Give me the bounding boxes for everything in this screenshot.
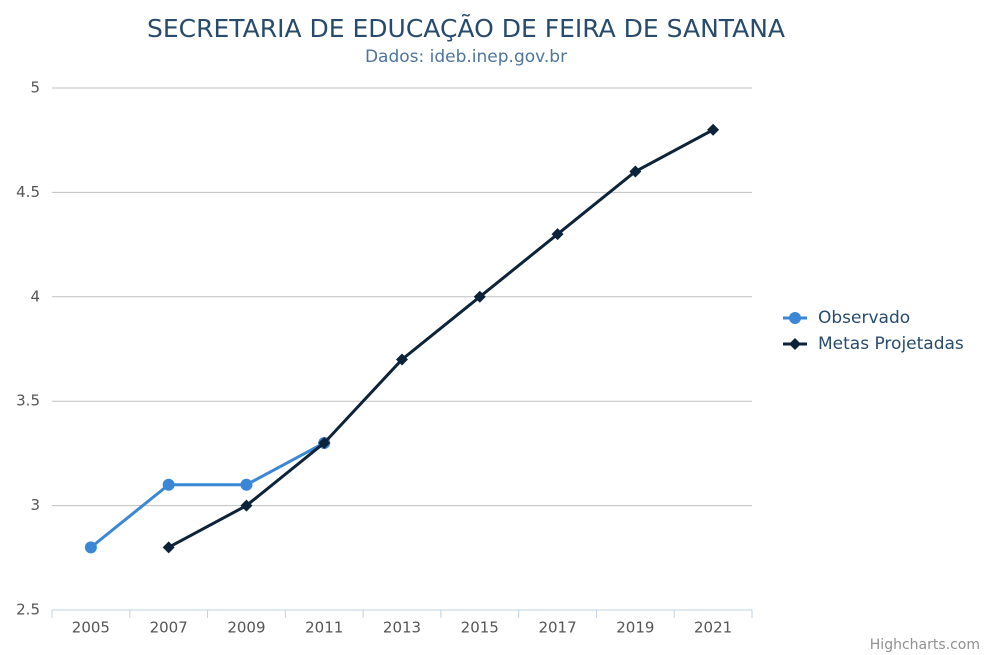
series-line [167,128,714,549]
y-tick-label: 2.5 [16,601,40,619]
x-tick-label: 2013 [383,619,421,637]
point [396,353,408,366]
y-tick-label: 4.5 [16,183,40,201]
x-tick-label: 2015 [461,619,499,637]
x-tick-label: 2009 [227,619,265,637]
credit: Highcharts.com [870,637,980,653]
x-tick-label: 2007 [150,619,188,637]
legend-label: Metas Projetadas [818,334,964,354]
x-tick-label: 2021 [694,619,732,637]
y-tick-label: 3.5 [16,392,40,410]
chart-title: SECRETARIA DE EDUCAÇÃO DE FEIRA DE SANTA… [147,13,785,43]
point [162,541,175,554]
x-tick-label: 2017 [538,619,576,637]
point [707,123,720,136]
point [240,499,253,512]
legend-label: Observado [818,308,910,328]
point [318,436,331,449]
legend-marker [789,312,801,324]
chart-subtitle: Dados: ideb.inep.gov.br [365,47,567,67]
y-tick-label: 4 [30,287,40,305]
point [240,478,253,491]
x-tick-label: 2005 [72,619,110,637]
point [629,165,642,178]
y-tick-label: 5 [30,79,40,97]
point [551,228,564,241]
point [162,478,175,491]
y-tick-label: 3 [30,496,40,514]
legend-marker [789,338,801,350]
x-tick-label: 2011 [305,619,343,637]
point [473,290,486,303]
series-line [89,441,325,549]
point [84,541,97,554]
x-tick-label: 2019 [616,619,654,637]
